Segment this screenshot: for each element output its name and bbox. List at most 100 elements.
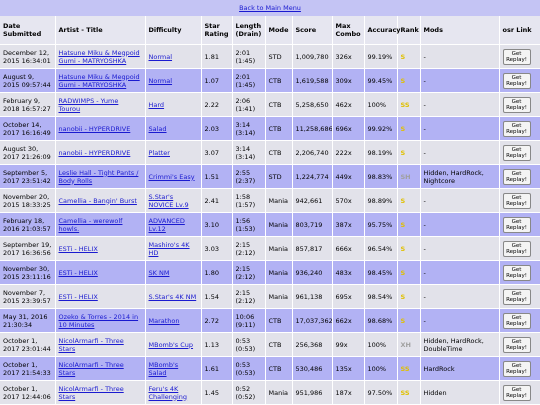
artist-title-cell: ESTi - HELIX <box>55 284 146 309</box>
score: 857,817 <box>292 236 333 261</box>
accuracy: 99.92% <box>364 116 398 141</box>
get-replay-button[interactable]: Get Replay! <box>502 264 531 281</box>
difficulty-link[interactable]: Crimmi's Easy <box>148 172 195 181</box>
back-link[interactable]: Back to Main Menu <box>239 4 301 12</box>
get-replay-button[interactable]: Get Replay! <box>502 96 531 113</box>
rank-cell: XH <box>397 332 421 357</box>
get-replay-button[interactable]: Get Replay! <box>502 216 531 233</box>
artist-title-link[interactable]: NicolArmarfi - Three Stars <box>58 360 124 377</box>
artist-title-link[interactable]: nanobii - HYPERDRIVE <box>58 124 131 133</box>
replay-row: December 12, 2015 16:34:01 Hatsune Miku &… <box>0 44 540 69</box>
get-replay-button[interactable]: Get Replay! <box>502 312 531 329</box>
difficulty-link[interactable]: Hard <box>148 100 165 109</box>
rank: SS <box>400 364 410 373</box>
replay-row: September 19, 2017 16:36:56 ESTi - HELIX M… <box>0 236 540 261</box>
osr-link-cell: Get Replay! <box>499 284 540 309</box>
artist-title-link[interactable]: Camellia - werewolf howls. <box>58 216 123 233</box>
artist-title-cell: Hatsune Miku & Megpoid Gumi - MATRYOSHKA <box>55 68 146 93</box>
difficulty-link[interactable]: S.Star's NOVICE Lv.9 <box>148 192 189 209</box>
get-replay-button[interactable]: Get Replay! <box>502 144 531 161</box>
artist-title-link[interactable]: nanobii - HYPERDRIVE <box>58 148 131 157</box>
length: 3:14 (3:14) <box>232 140 266 165</box>
artist-title-cell: ESTi - HELIX <box>55 236 146 261</box>
artist-title-link[interactable]: ESTi - HELIX <box>58 292 98 301</box>
difficulty-link[interactable]: MBomb's Salad <box>148 360 179 377</box>
artist-title-cell: NicolArmarfi - Three Stars <box>55 356 146 381</box>
osr-link-cell: Get Replay! <box>499 188 540 213</box>
mode: Mania <box>265 260 293 285</box>
artist-title-cell: NicolArmarfi - Three Stars <box>55 380 146 405</box>
osr-link-cell: Get Replay! <box>499 236 540 261</box>
star-rating: 1.80 <box>201 260 233 285</box>
artist-title-link[interactable]: ESTi - HELIX <box>58 268 98 277</box>
get-replay-button[interactable]: Get Replay! <box>502 48 531 65</box>
difficulty-link[interactable]: ADVANCED Lv.12 <box>148 216 185 233</box>
table-body: December 12, 2015 16:34:01 Hatsune Miku &… <box>0 44 540 405</box>
artist-title-link[interactable]: NicolArmarfi - Three Stars <box>58 336 124 353</box>
mode: CTB <box>265 332 293 357</box>
rank-cell: SS <box>397 356 421 381</box>
difficulty-cell: MBomb's Salad <box>145 356 202 381</box>
rank: S <box>400 76 406 85</box>
get-replay-button[interactable]: Get Replay! <box>502 360 531 377</box>
artist-title-link[interactable]: Ozeko & Torres - 2014 in 10 Minutes <box>58 312 139 329</box>
get-replay-button[interactable]: Get Replay! <box>502 168 531 185</box>
rank: S <box>400 268 406 277</box>
artist-title-link[interactable]: Hatsune Miku & Megpoid Gumi - MATRYOSHKA <box>58 48 140 65</box>
difficulty-cell: SK NM <box>145 260 202 285</box>
difficulty-link[interactable]: Mashiro's 4K HD <box>148 240 190 257</box>
artist-title-link[interactable]: Camellia - Bangin' Burst <box>58 196 137 205</box>
artist-title-link[interactable]: RADWIMPS - Yume Tourou <box>58 96 119 113</box>
get-replay-button[interactable]: Get Replay! <box>502 288 531 305</box>
difficulty-link[interactable]: Feru's 4K Challenging <box>148 384 188 401</box>
artist-title-link[interactable]: ESTi - HELIX <box>58 244 98 253</box>
artist-title-link[interactable]: Leslie Hall - Tight Pants / Body Rolls <box>58 168 139 185</box>
star-rating: 2.03 <box>201 116 233 141</box>
difficulty-link[interactable]: SK NM <box>148 268 170 277</box>
accuracy: 98.89% <box>364 188 398 213</box>
star-rating: 1.54 <box>201 284 233 309</box>
get-replay-button[interactable]: Get Replay! <box>502 192 531 209</box>
length: 2:06 (1:41) <box>232 92 266 117</box>
difficulty-cell: S.Star's NOVICE Lv.9 <box>145 188 202 213</box>
accuracy: 100% <box>364 332 398 357</box>
replay-row: October 14, 2017 16:16:49 nanobii - HYPER… <box>0 116 540 141</box>
difficulty-link[interactable]: MBomb's Cup <box>148 340 194 349</box>
length: 10:06 (9:11) <box>232 308 266 333</box>
difficulty-cell: ADVANCED Lv.12 <box>145 212 202 237</box>
max-combo: 99x <box>332 332 365 357</box>
mods: - <box>420 308 500 333</box>
accuracy: 100% <box>364 356 398 381</box>
artist-title-link[interactable]: Hatsune Miku & Megpoid Gumi - MATRYOSHKA <box>58 72 140 89</box>
mods: - <box>420 92 500 117</box>
mods: - <box>420 260 500 285</box>
column-header: Artist - Title <box>55 16 146 45</box>
artist-title-cell: ESTi - HELIX <box>55 260 146 285</box>
get-replay-button[interactable]: Get Replay! <box>502 120 531 137</box>
get-replay-button[interactable]: Get Replay! <box>502 336 531 353</box>
artist-title-cell: Ozeko & Torres - 2014 in 10 Minutes <box>55 308 146 333</box>
difficulty-link[interactable]: Salad <box>148 124 167 133</box>
max-combo: 387x <box>332 212 365 237</box>
get-replay-button[interactable]: Get Replay! <box>502 72 531 89</box>
difficulty-link[interactable]: Normal <box>148 76 173 85</box>
date: November 7, 2015 23:39:57 <box>0 284 56 309</box>
score: 530,486 <box>292 356 333 381</box>
score: 17,037,362 <box>292 308 333 333</box>
difficulty-link[interactable]: Marathon <box>148 316 180 325</box>
difficulty-link[interactable]: Normal <box>148 52 173 61</box>
max-combo: 309x <box>332 68 365 93</box>
get-replay-button[interactable]: Get Replay! <box>502 384 531 401</box>
rank-cell: S <box>397 44 421 69</box>
difficulty-link[interactable]: Platter <box>148 148 170 157</box>
difficulty-link[interactable]: S.Star's 4K NM <box>148 292 197 301</box>
get-replay-button[interactable]: Get Replay! <box>502 240 531 257</box>
length: 1:58 (1:57) <box>232 188 266 213</box>
mods: - <box>420 140 500 165</box>
difficulty-cell: Mashiro's 4K HD <box>145 236 202 261</box>
artist-title-cell: Camellia - werewolf howls. <box>55 212 146 237</box>
mods: - <box>420 284 500 309</box>
accuracy: 96.54% <box>364 236 398 261</box>
replay-row: November 20, 2015 18:33:25 Camellia - Ban… <box>0 188 540 213</box>
artist-title-link[interactable]: NicolArmarfi - Three Stars <box>58 384 124 401</box>
